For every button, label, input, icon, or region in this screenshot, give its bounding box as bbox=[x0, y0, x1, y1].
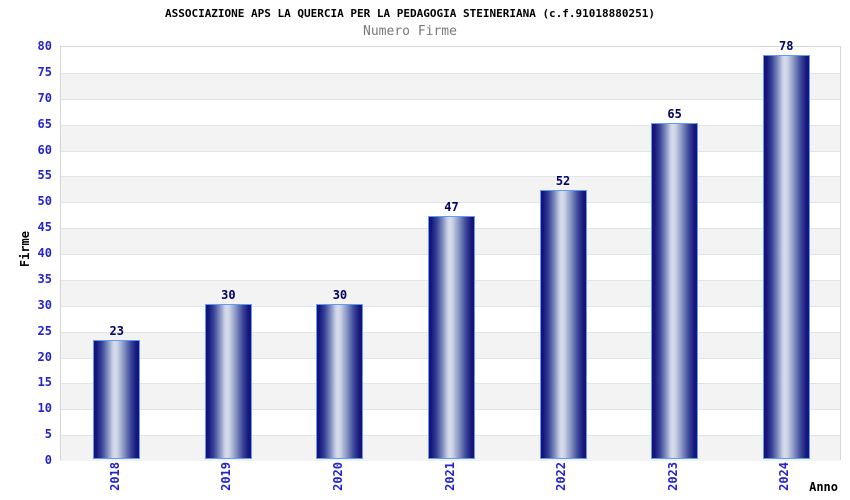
y-tick-label: 20 bbox=[37, 349, 52, 364]
y-tick-label: 60 bbox=[37, 142, 52, 157]
y-tick-label: 70 bbox=[37, 90, 52, 105]
grid-stripe bbox=[61, 72, 840, 99]
x-tick-label: 2018 bbox=[107, 462, 122, 491]
y-tick-label: 5 bbox=[44, 427, 52, 442]
bar-2021 bbox=[428, 215, 475, 459]
y-axis-ticks: 0 5 10 15 20 25 30 35 40 45 50 55 60 65 70 75 80 bbox=[0, 39, 52, 467]
bar-value-label: 47 bbox=[444, 199, 459, 214]
bar-value-label: 78 bbox=[778, 39, 794, 54]
y-tick-label: 40 bbox=[37, 246, 52, 260]
grid-stripe bbox=[61, 176, 840, 203]
bar-2024 bbox=[762, 55, 810, 459]
grid-stripe bbox=[61, 98, 840, 125]
x-axis-ticks: 2018 2019 2020 2021 2022 2023 2024 bbox=[60, 462, 841, 500]
grid-stripe bbox=[61, 124, 840, 151]
bar-2018 bbox=[93, 339, 141, 459]
y-tick-label: 10 bbox=[37, 401, 52, 416]
y-tick-label: 0 bbox=[44, 453, 52, 467]
x-tick-label: 2023 bbox=[665, 462, 680, 491]
y-tick-label: 15 bbox=[37, 375, 52, 390]
x-tick-label: 2021 bbox=[442, 462, 457, 491]
y-tick-label: 45 bbox=[37, 220, 52, 235]
bar-value-label: 23 bbox=[109, 323, 124, 338]
x-axis-label: Anno bbox=[809, 480, 838, 494]
y-tick-label: 55 bbox=[37, 168, 52, 183]
y-tick-label: 25 bbox=[37, 323, 52, 338]
bar-2019 bbox=[204, 303, 252, 459]
y-tick-label: 65 bbox=[37, 116, 52, 131]
bar-2020 bbox=[316, 303, 364, 459]
x-tick-label: 2020 bbox=[330, 462, 345, 491]
bar-value-label: 52 bbox=[555, 173, 571, 188]
bar-value-label: 30 bbox=[221, 287, 236, 302]
bar-2023 bbox=[651, 122, 699, 459]
chart-subtitle: Numero Firme bbox=[363, 24, 457, 39]
grid-stripe bbox=[61, 150, 840, 177]
x-tick-label: 2024 bbox=[777, 462, 792, 491]
bar-2022 bbox=[539, 189, 587, 459]
bar-value-label: 30 bbox=[332, 287, 348, 302]
plot-area: 23 30 30 47 52 65 78 bbox=[60, 39, 841, 461]
y-tick-label: 30 bbox=[37, 297, 52, 312]
y-tick-label: 75 bbox=[37, 64, 52, 79]
chart-title: ASSOCIAZIONE APS LA QUERCIA PER LA PEDAG… bbox=[164, 7, 656, 20]
y-tick-label: 80 bbox=[37, 39, 52, 53]
x-tick-label: 2019 bbox=[219, 462, 234, 491]
x-tick-label: 2022 bbox=[554, 462, 569, 491]
y-tick-label: 35 bbox=[37, 271, 52, 286]
bar-value-label: 65 bbox=[667, 106, 682, 121]
grid-stripe bbox=[61, 47, 840, 73]
y-tick-label: 50 bbox=[37, 194, 52, 209]
